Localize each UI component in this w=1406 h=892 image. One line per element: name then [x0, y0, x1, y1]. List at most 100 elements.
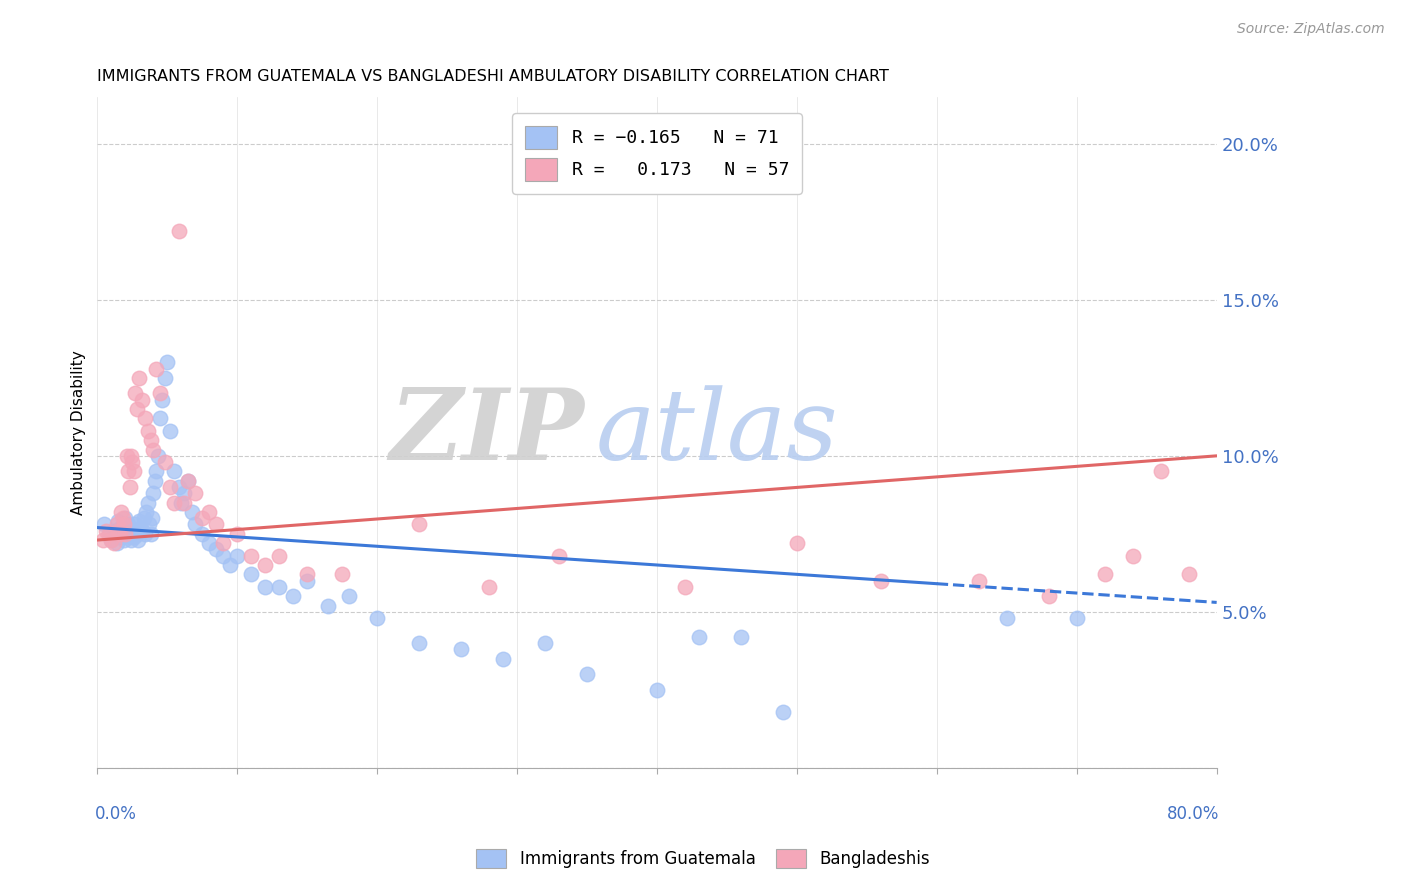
Point	[212, 549, 235, 563]
Point	[408, 517, 430, 532]
Point	[198, 536, 221, 550]
Point	[170, 495, 193, 509]
Point	[131, 524, 153, 538]
Point	[1038, 589, 1060, 603]
Point	[108, 526, 131, 541]
Point	[118, 480, 141, 494]
Point	[145, 465, 167, 479]
Point	[478, 580, 501, 594]
Point	[337, 589, 360, 603]
Point	[167, 224, 190, 238]
Point	[142, 442, 165, 457]
Point	[159, 424, 181, 438]
Point	[149, 386, 172, 401]
Point	[112, 517, 135, 532]
Point	[94, 524, 117, 538]
Text: IMMIGRANTS FROM GUATEMALA VS BANGLADESHI AMBULATORY DISABILITY CORRELATION CHART: IMMIGRANTS FROM GUATEMALA VS BANGLADESHI…	[97, 69, 889, 84]
Point	[492, 651, 515, 665]
Point	[167, 480, 190, 494]
Point	[124, 517, 146, 532]
Text: 80.0%: 80.0%	[1167, 805, 1219, 822]
Point	[138, 517, 160, 532]
Point	[142, 486, 165, 500]
Point	[870, 574, 893, 588]
Point	[1177, 567, 1199, 582]
Text: ZIP: ZIP	[389, 384, 585, 481]
Point	[97, 526, 120, 541]
Point	[254, 558, 277, 572]
Point	[97, 526, 120, 541]
Point	[254, 580, 277, 594]
Point	[129, 520, 152, 534]
Point	[240, 549, 263, 563]
Point	[226, 549, 249, 563]
Point	[645, 682, 668, 697]
Point	[366, 611, 388, 625]
Point	[149, 411, 172, 425]
Point	[121, 455, 143, 469]
Point	[145, 361, 167, 376]
Point	[198, 505, 221, 519]
Point	[118, 530, 141, 544]
Point	[124, 386, 146, 401]
Point	[134, 526, 156, 541]
Point	[114, 526, 136, 541]
Point	[269, 580, 291, 594]
Point	[219, 558, 242, 572]
Point	[995, 611, 1018, 625]
Point	[139, 526, 162, 541]
Point	[534, 636, 557, 650]
Point	[100, 533, 122, 547]
Point	[135, 505, 157, 519]
Point	[548, 549, 571, 563]
Point	[122, 465, 145, 479]
Point	[153, 371, 176, 385]
Point	[772, 705, 794, 719]
Point	[117, 465, 139, 479]
Point	[103, 524, 125, 538]
Point	[316, 599, 339, 613]
Point	[1066, 611, 1088, 625]
Point	[450, 642, 472, 657]
Point	[115, 526, 138, 541]
Point	[1094, 567, 1116, 582]
Text: 0.0%: 0.0%	[96, 805, 136, 822]
Point	[122, 530, 145, 544]
Point	[120, 533, 142, 547]
Point	[105, 536, 128, 550]
Point	[125, 526, 148, 541]
Point	[91, 533, 114, 547]
Point	[191, 526, 214, 541]
Point	[786, 536, 808, 550]
Point	[111, 511, 134, 525]
Point	[283, 589, 305, 603]
Point	[121, 524, 143, 538]
Point	[297, 567, 319, 582]
Point	[110, 505, 132, 519]
Point	[111, 524, 134, 538]
Point	[115, 449, 138, 463]
Text: atlas: atlas	[596, 384, 838, 480]
Point	[177, 474, 200, 488]
Point	[105, 517, 128, 532]
Point	[184, 486, 207, 500]
Point	[127, 533, 149, 547]
Point	[163, 465, 186, 479]
Point	[143, 474, 166, 488]
Point	[146, 449, 169, 463]
Point	[159, 480, 181, 494]
Point	[269, 549, 291, 563]
Point	[136, 424, 159, 438]
Point	[730, 630, 752, 644]
Point	[688, 630, 710, 644]
Point	[184, 517, 207, 532]
Point	[1150, 465, 1173, 479]
Point	[205, 542, 228, 557]
Point	[205, 517, 228, 532]
Point	[330, 567, 353, 582]
Point	[1122, 549, 1144, 563]
Point	[153, 455, 176, 469]
Legend: Immigrants from Guatemala, Bangladeshis: Immigrants from Guatemala, Bangladeshis	[470, 842, 936, 875]
Point	[134, 411, 156, 425]
Point	[173, 486, 195, 500]
